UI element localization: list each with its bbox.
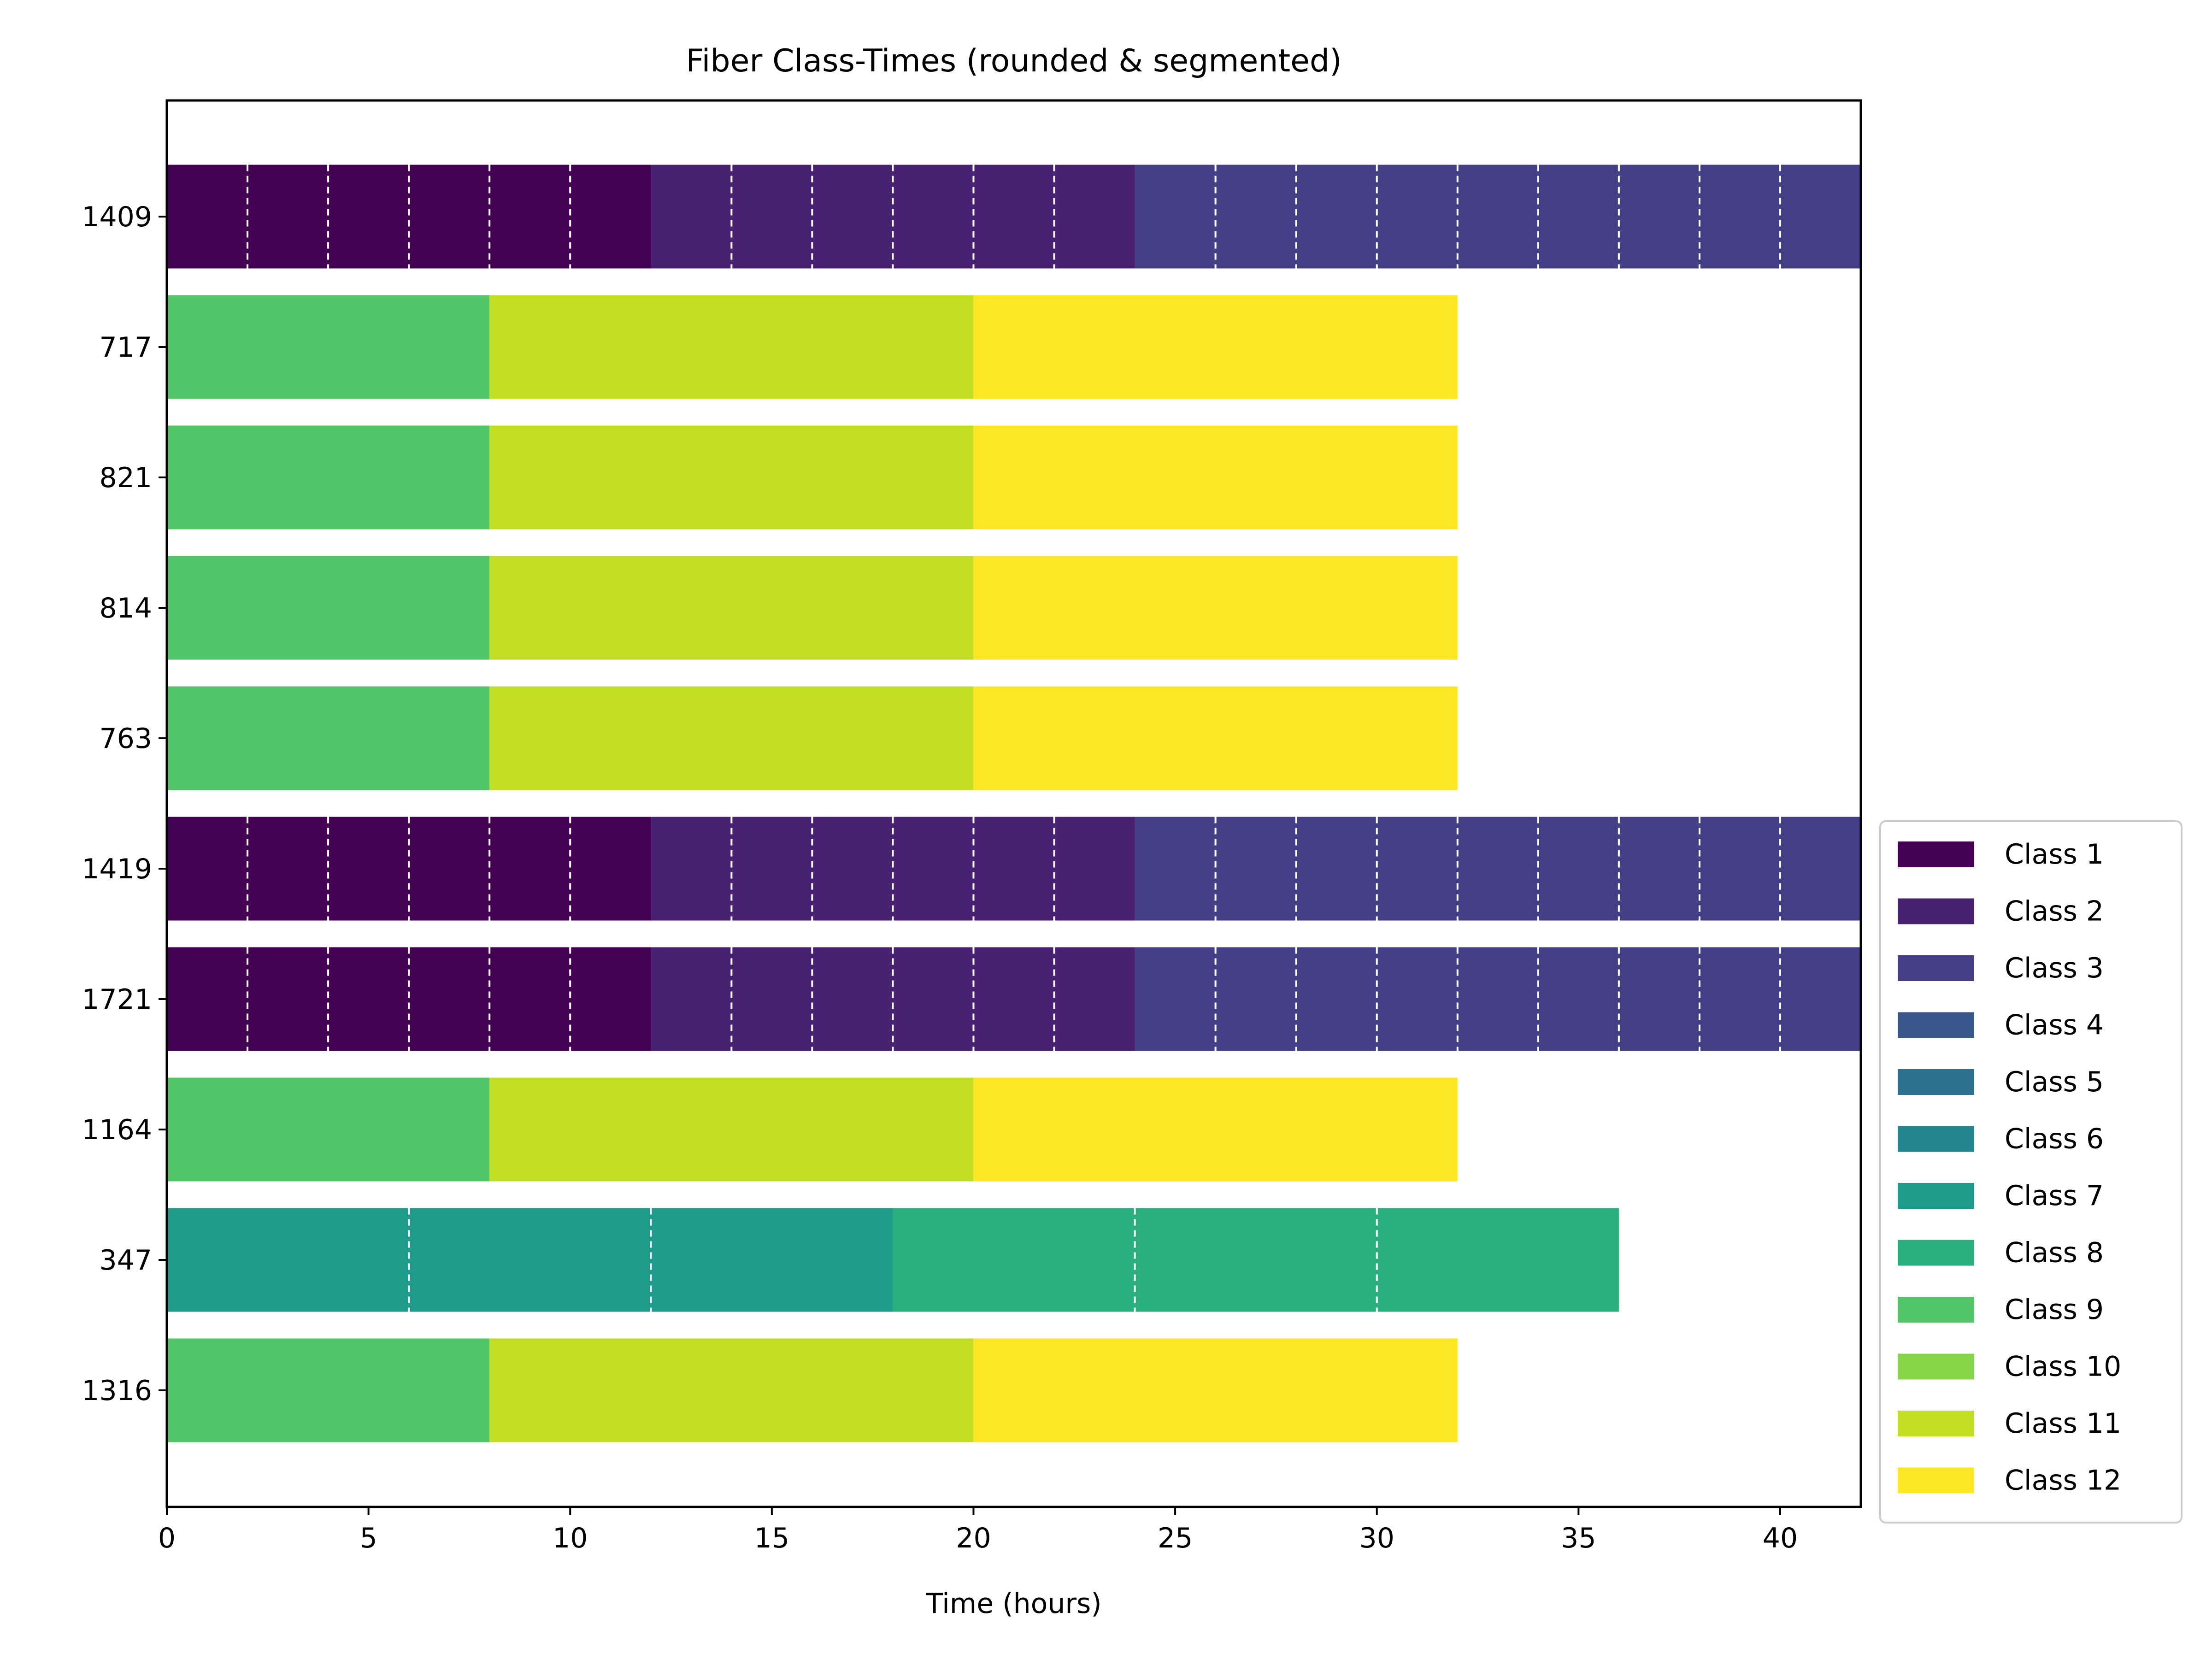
- bar-row-717: [167, 295, 1458, 399]
- x-tick-label: 40: [1763, 1522, 1798, 1554]
- y-tick-label: 814: [99, 592, 152, 624]
- bar-segment-class-9: [167, 295, 490, 399]
- legend-label: Class 1: [2005, 838, 2104, 871]
- bar-segment-class-12: [973, 556, 1458, 660]
- y-tick-label: 763: [99, 723, 152, 755]
- legend-swatch: [1898, 1467, 1974, 1494]
- y-axis: 1409 717 821 814 763 1419 1721 1164 347 1316: [82, 201, 167, 1407]
- y-tick-label: 1409: [82, 201, 152, 233]
- bar-segment-class-12: [973, 686, 1458, 790]
- y-tick-label: 717: [99, 331, 152, 364]
- x-tick-label: 20: [956, 1522, 991, 1554]
- bar-segment-class-9: [167, 425, 490, 529]
- x-tick-label: 5: [360, 1522, 377, 1554]
- legend-label: Class 5: [2005, 1066, 2104, 1098]
- x-axis: 0 5 10 15 20 25 30 35 40: [158, 1507, 1798, 1554]
- legend-label: Class 7: [2005, 1180, 2104, 1212]
- y-tick-label: 1316: [82, 1375, 152, 1407]
- legend-label: Class 12: [2005, 1465, 2121, 1497]
- bar-segment-class-11: [489, 1338, 974, 1442]
- legend-label: Class 2: [2005, 895, 2104, 928]
- bar-row-1419: [167, 817, 1861, 921]
- bar-row-1164: [167, 1077, 1458, 1182]
- legend: Class 1 Class 2 Class 3 Class 4 Class 5 Class…: [1879, 820, 2183, 1524]
- x-tick-label: 35: [1561, 1522, 1596, 1554]
- bar-segment-class-12: [973, 1077, 1458, 1182]
- bar-row-347: [167, 1208, 1619, 1312]
- x-tick-label: 10: [553, 1522, 588, 1554]
- legend-swatch: [1898, 1183, 1974, 1209]
- legend-label: Class 4: [2005, 1009, 2104, 1041]
- bar-segment-class-11: [489, 556, 974, 660]
- plot-frame: [165, 99, 1862, 1508]
- legend-label: Class 6: [2005, 1123, 2104, 1155]
- legend-swatch: [1898, 841, 1974, 867]
- legend-swatch: [1898, 898, 1974, 924]
- legend-label: Class 10: [2005, 1351, 2121, 1383]
- x-tick-label: 15: [754, 1522, 789, 1554]
- bar-segment-class-11: [489, 425, 974, 529]
- bar-segment-class-3: [1135, 165, 1861, 269]
- bar-segment-class-12: [973, 1338, 1458, 1442]
- bar-row-763: [167, 686, 1458, 790]
- x-axis-label: Time (hours): [925, 1588, 1101, 1620]
- bar-segment-class-12: [973, 295, 1458, 399]
- legend-swatch: [1898, 1353, 1974, 1380]
- legend-frame: [1879, 820, 2183, 1524]
- x-tick-label: 25: [1158, 1522, 1193, 1554]
- legend-swatch: [1898, 1012, 1974, 1038]
- y-tick-label: 1721: [82, 983, 152, 1016]
- bar-segment-class-9: [167, 686, 490, 790]
- legend-swatch: [1898, 1411, 1974, 1436]
- bar-segment-class-12: [973, 425, 1458, 529]
- legend-swatch: [1898, 1126, 1974, 1152]
- bar-segment-class-9: [167, 1077, 490, 1182]
- legend-swatch: [1898, 955, 1974, 981]
- legend-label: Class 8: [2005, 1237, 2104, 1269]
- bar-row-1316: [167, 1338, 1458, 1442]
- chart-title: Fiber Class-Times (rounded & segmented): [686, 43, 1341, 79]
- y-tick-label: 1419: [82, 853, 152, 885]
- legend-swatch: [1898, 1069, 1974, 1095]
- bar-segment-class-11: [489, 1077, 974, 1182]
- bar-segment-class-7: [167, 1208, 893, 1312]
- legend-label: Class 11: [2005, 1407, 2121, 1440]
- bar-row-814: [167, 556, 1458, 660]
- bar-segment-class-9: [167, 556, 490, 660]
- legend-swatch: [1898, 1297, 1974, 1323]
- y-tick-label: 821: [99, 462, 152, 494]
- x-tick-label: 30: [1359, 1522, 1394, 1554]
- x-tick-label: 0: [158, 1522, 176, 1554]
- bar-segment-class-11: [489, 295, 974, 399]
- legend-label: Class 3: [2005, 952, 2104, 984]
- y-tick-label: 347: [99, 1244, 152, 1277]
- legend-swatch: [1898, 1240, 1974, 1266]
- bar-row-821: [167, 425, 1458, 529]
- dividers-layer: [247, 165, 1781, 1312]
- legend-label: Class 9: [2005, 1294, 2104, 1326]
- bar-segment-class-8: [893, 1208, 1619, 1312]
- bar-segment-class-3: [1135, 947, 1861, 1051]
- bar-segment-class-3: [1135, 817, 1861, 921]
- bar-row-1721: [167, 947, 1861, 1051]
- y-tick-label: 1164: [82, 1114, 152, 1146]
- bar-segment-class-9: [167, 1338, 490, 1442]
- bar-segment-class-11: [489, 686, 974, 790]
- bar-row-1409: [167, 165, 1861, 269]
